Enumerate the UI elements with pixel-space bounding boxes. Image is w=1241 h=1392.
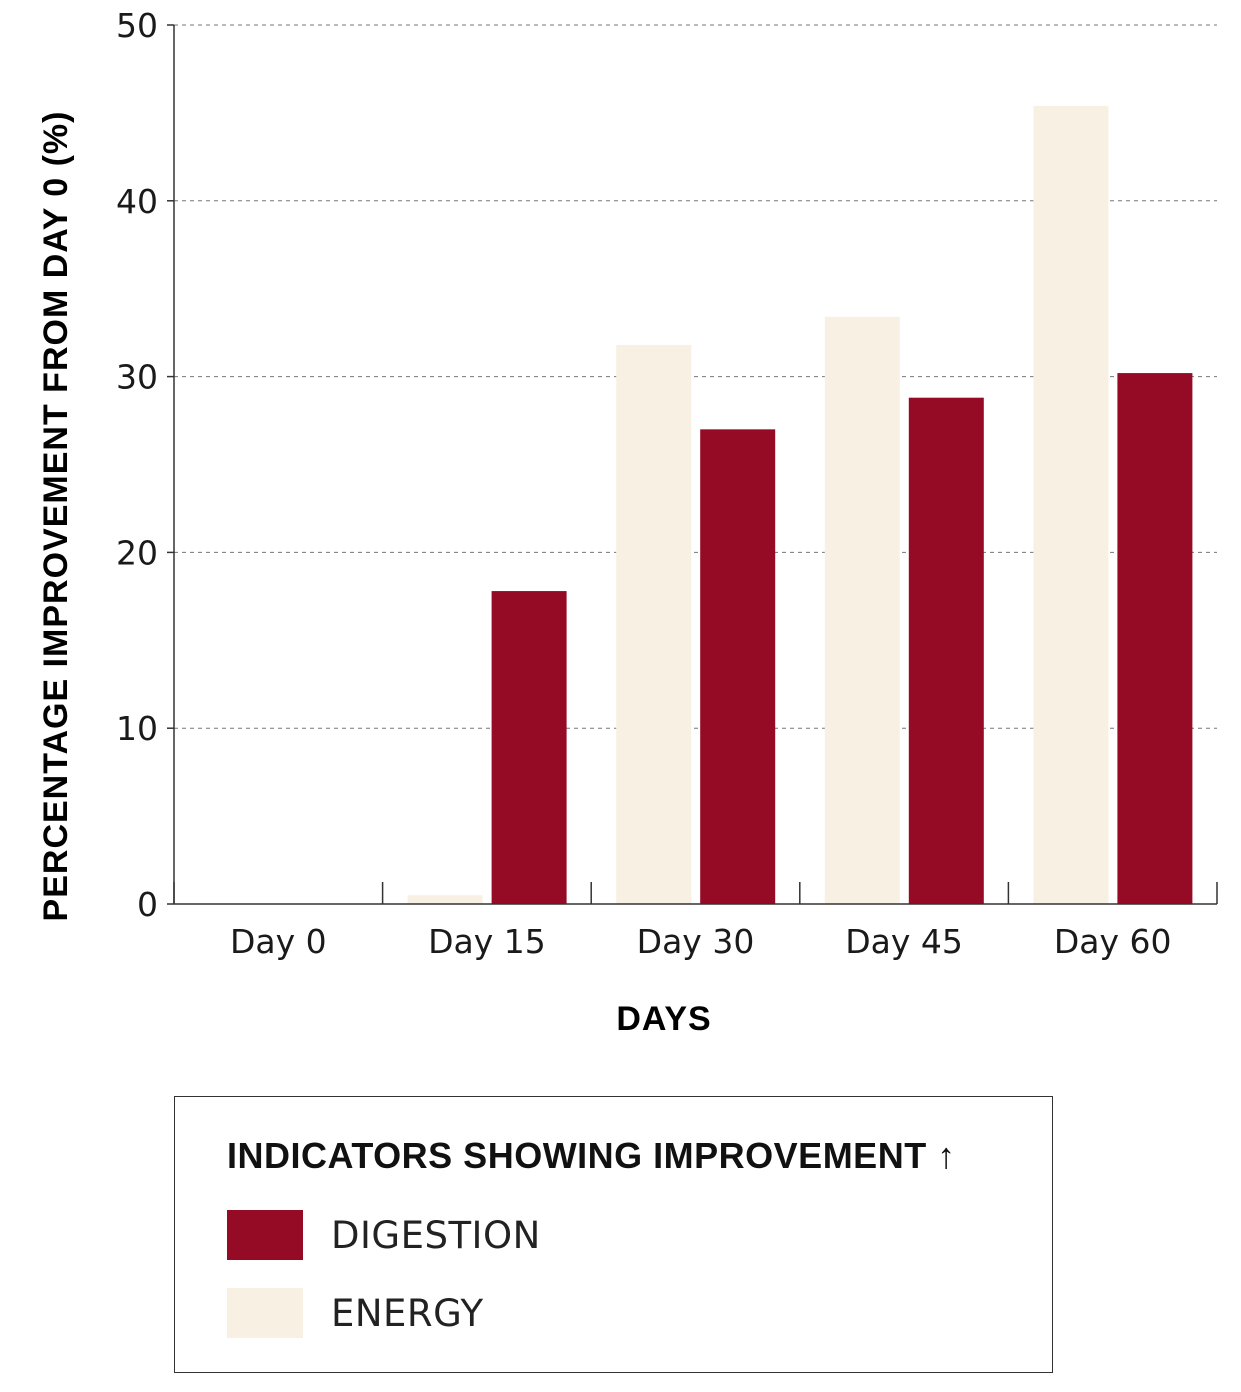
bar-energy-day-45 — [824, 316, 900, 904]
bar-energy-day-30 — [616, 344, 692, 904]
y-tick-label: 10 — [116, 709, 158, 748]
legend-swatch-digestion — [227, 1210, 303, 1260]
y-tick-label: 30 — [116, 358, 158, 397]
axes — [167, 24, 1218, 905]
bar-digestion-day-45 — [908, 397, 984, 904]
x-axis-title: DAYS — [616, 1000, 711, 1038]
legend-item-energy: ENERGY — [227, 1288, 484, 1338]
x-tick-label: Day 15 — [428, 922, 546, 961]
bar-digestion-day-30 — [700, 429, 776, 904]
bar-energy-day-15 — [407, 895, 483, 904]
x-tick-label: Day 60 — [1054, 922, 1172, 961]
grid-lines — [174, 24, 1217, 729]
legend-swatch-energy — [227, 1288, 303, 1338]
bar-digestion-day-15 — [491, 591, 567, 904]
legend-label-energy: ENERGY — [331, 1291, 484, 1335]
legend-item-digestion: DIGESTION — [227, 1210, 541, 1260]
y-axis-title: PERCENTAGE IMPROVEMENT FROM DAY 0 (%) — [37, 111, 75, 922]
y-tick-label: 20 — [116, 533, 158, 572]
x-tick-label: Day 45 — [845, 922, 963, 961]
y-tick-label: 0 — [137, 885, 158, 924]
legend-title: INDICATORS SHOWING IMPROVEMENT ↑ — [227, 1135, 956, 1176]
y-tick-label: 40 — [116, 182, 158, 221]
legend-label-digestion: DIGESTION — [331, 1213, 541, 1257]
x-tick-label: Day 0 — [230, 922, 327, 961]
bar-digestion-day-60 — [1117, 373, 1193, 905]
bar-chart: 0 10 20 30 40 50 Day 0 Day 15 Day 30 Day 45 Day 60… — [37, 6, 1218, 1038]
legend: INDICATORS SHOWING IMPROVEMENT ↑ DIGESTI… — [174, 1096, 1053, 1373]
x-tick-label: Day 30 — [637, 922, 755, 961]
bar-energy-day-60 — [1033, 105, 1109, 905]
y-tick-label: 50 — [116, 6, 158, 45]
tick-labels: 0 10 20 30 40 50 Day 0 Day 15 Day 30 Day 45 Day 60 — [116, 6, 1172, 961]
bars — [407, 105, 1193, 905]
